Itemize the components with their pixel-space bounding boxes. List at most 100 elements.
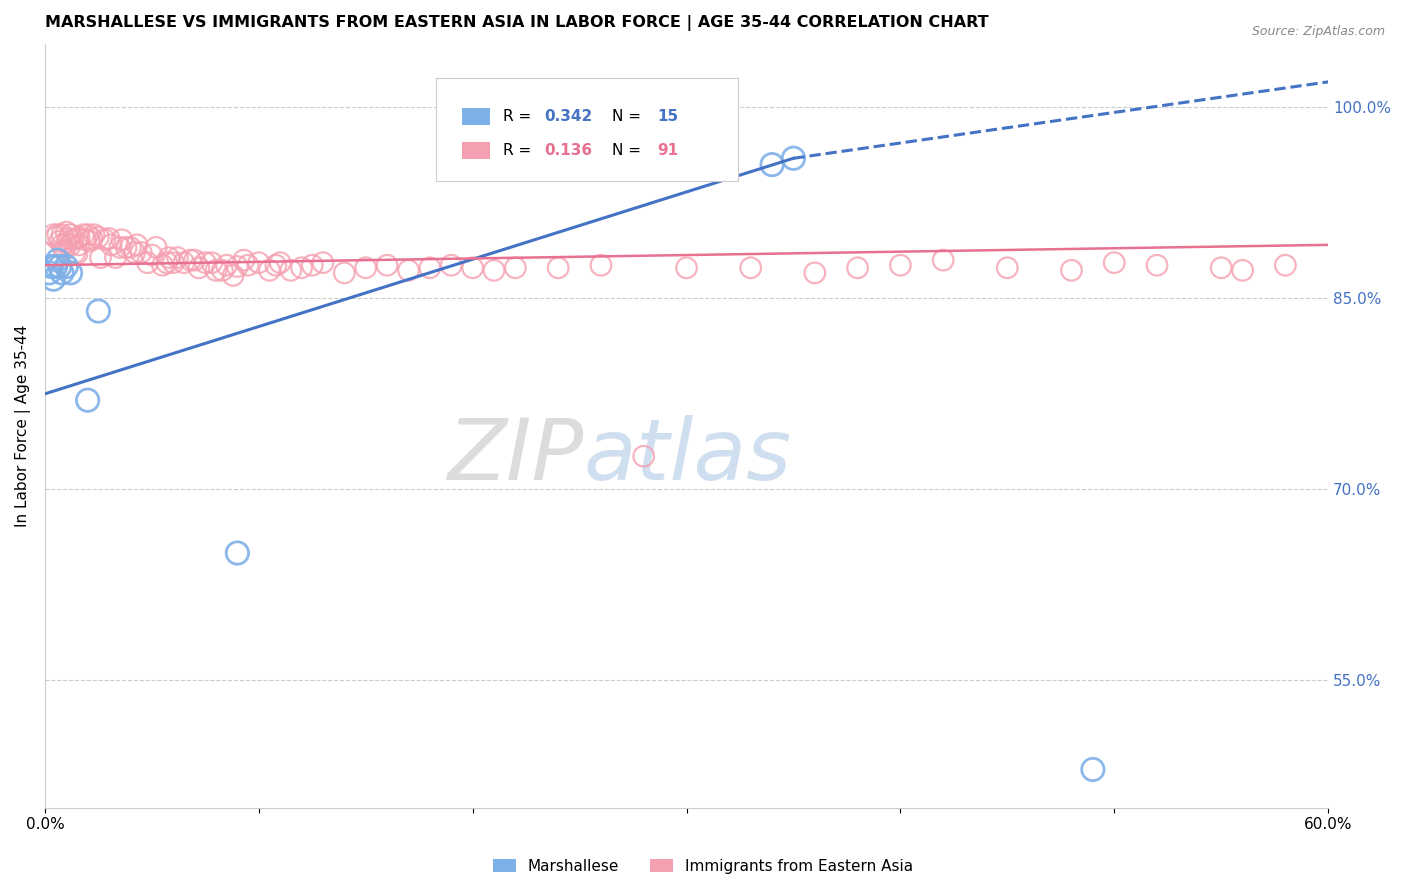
Point bbox=[79, 234, 101, 248]
Point bbox=[461, 260, 484, 275]
Text: R =: R = bbox=[503, 143, 536, 158]
Point bbox=[1146, 258, 1168, 272]
Point bbox=[1274, 258, 1296, 272]
Point bbox=[889, 258, 911, 272]
Point bbox=[141, 248, 163, 262]
Point bbox=[58, 231, 80, 245]
Point bbox=[51, 238, 73, 252]
Point bbox=[247, 255, 270, 269]
Point bbox=[740, 260, 762, 275]
Point bbox=[145, 240, 167, 254]
Point bbox=[80, 231, 103, 245]
Text: N =: N = bbox=[612, 143, 645, 158]
Point bbox=[53, 243, 76, 257]
Point bbox=[66, 246, 89, 260]
Point bbox=[55, 260, 77, 274]
Point bbox=[215, 258, 238, 272]
Point bbox=[222, 268, 245, 283]
Point bbox=[201, 255, 224, 269]
Point bbox=[419, 260, 441, 275]
Point bbox=[547, 260, 569, 275]
Point bbox=[38, 266, 60, 280]
Point bbox=[312, 255, 335, 269]
Point bbox=[211, 263, 233, 277]
Point bbox=[187, 260, 209, 275]
Point bbox=[1211, 260, 1233, 275]
Text: 91: 91 bbox=[657, 143, 678, 158]
Point bbox=[104, 251, 127, 265]
Point bbox=[932, 253, 955, 268]
Point bbox=[115, 240, 138, 254]
Point bbox=[354, 260, 377, 275]
Text: 15: 15 bbox=[657, 109, 678, 124]
Point bbox=[269, 255, 291, 269]
Point bbox=[179, 253, 201, 268]
Point bbox=[166, 251, 188, 265]
Y-axis label: In Labor Force | Age 35-44: In Labor Force | Age 35-44 bbox=[15, 325, 31, 527]
Point bbox=[89, 251, 111, 265]
Point bbox=[45, 260, 67, 274]
Point bbox=[108, 240, 131, 254]
Point bbox=[761, 158, 783, 172]
Text: 0.342: 0.342 bbox=[544, 109, 592, 124]
Point bbox=[51, 227, 73, 242]
Point bbox=[995, 260, 1018, 275]
Point bbox=[49, 234, 72, 248]
Point bbox=[290, 260, 312, 275]
Point bbox=[183, 253, 205, 268]
Point bbox=[42, 227, 65, 242]
Text: Source: ZipAtlas.com: Source: ZipAtlas.com bbox=[1251, 25, 1385, 38]
Point bbox=[226, 260, 249, 274]
Point bbox=[124, 245, 146, 260]
Point bbox=[46, 253, 69, 268]
Point bbox=[87, 304, 110, 318]
Point bbox=[129, 245, 152, 260]
Point bbox=[49, 260, 72, 274]
Bar bbox=[463, 108, 491, 125]
Point bbox=[333, 266, 356, 280]
FancyBboxPatch shape bbox=[436, 78, 738, 181]
Point bbox=[125, 238, 148, 252]
Point bbox=[782, 151, 804, 165]
Point bbox=[505, 260, 527, 275]
Point bbox=[76, 393, 98, 408]
Point bbox=[264, 258, 287, 272]
Point bbox=[157, 251, 180, 265]
Point bbox=[55, 236, 77, 251]
Point bbox=[94, 233, 117, 247]
Point bbox=[83, 227, 105, 242]
Point bbox=[45, 230, 67, 244]
Point bbox=[194, 255, 217, 269]
Point bbox=[236, 258, 259, 272]
Point bbox=[63, 245, 86, 260]
Point bbox=[76, 227, 98, 242]
Point bbox=[51, 266, 73, 280]
Point bbox=[111, 233, 134, 247]
Point bbox=[55, 225, 77, 239]
Point bbox=[1060, 263, 1083, 277]
Point bbox=[226, 546, 249, 560]
Point bbox=[589, 258, 612, 272]
Point bbox=[1081, 763, 1104, 777]
Point bbox=[846, 260, 869, 275]
Point bbox=[633, 449, 655, 463]
Point bbox=[804, 266, 827, 280]
Point bbox=[301, 258, 323, 272]
Point bbox=[1104, 255, 1126, 269]
Point bbox=[482, 263, 505, 277]
Point bbox=[67, 230, 90, 244]
Point bbox=[162, 255, 184, 269]
Text: N =: N = bbox=[612, 109, 645, 124]
Text: R =: R = bbox=[503, 109, 536, 124]
Point bbox=[98, 231, 121, 245]
Point bbox=[398, 263, 420, 277]
Point bbox=[62, 233, 84, 247]
Point bbox=[152, 258, 174, 272]
Point bbox=[173, 255, 195, 269]
Point bbox=[205, 263, 228, 277]
Point bbox=[59, 238, 82, 252]
Bar bbox=[463, 142, 491, 159]
Point bbox=[67, 238, 90, 252]
Point bbox=[75, 233, 97, 247]
Point bbox=[39, 260, 62, 274]
